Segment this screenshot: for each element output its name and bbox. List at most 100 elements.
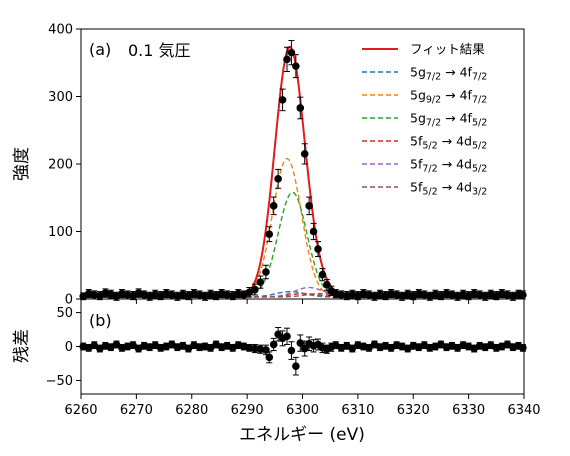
legend-final-state: → 4d: [438, 180, 472, 195]
legend-final-j: 7/2: [472, 72, 487, 83]
intensity-point: [300, 143, 309, 165]
data-marker: [348, 344, 357, 353]
legend-final-j: 5/2: [472, 141, 487, 152]
panel-label-a: (a): [89, 40, 111, 59]
data-marker: [283, 55, 291, 64]
y-axis-label-residual: 残差: [12, 329, 32, 363]
data-marker: [519, 344, 527, 352]
data-marker: [314, 245, 322, 253]
intensity-point: [256, 275, 265, 289]
intensity-point: [269, 196, 278, 216]
residual-data-points: [79, 327, 527, 376]
legend-initial-state: 5g: [410, 111, 426, 126]
data-marker: [265, 230, 274, 238]
y-tick-label: 400: [48, 23, 73, 38]
intensity-point: [296, 96, 305, 120]
legend-final-j: 3/2: [472, 187, 487, 198]
data-marker: [269, 340, 278, 349]
legend-final-j: 7/2: [472, 95, 487, 106]
residual-point: [245, 343, 254, 352]
residual-y-tick-label: 0: [65, 340, 73, 355]
bottom-y-ticks: 50 0 −50: [46, 306, 81, 389]
data-marker: [274, 175, 282, 183]
legend-initial-j: 7/2: [426, 118, 441, 129]
residual-point: [426, 343, 434, 352]
x-ticks: 6260 6270 6280 6290 6300 6310 6320 6330 6340: [64, 299, 541, 418]
intensity-point: [381, 291, 390, 301]
legend-initial-j: 5/2: [422, 187, 437, 198]
legend-final-state: → 4d: [438, 134, 472, 149]
data-marker: [292, 62, 300, 70]
legend-entry-5: 5f5/2 → 4d5/2: [410, 134, 487, 152]
data-marker: [278, 96, 287, 104]
intensity-point: [274, 168, 282, 189]
data-marker: [251, 344, 259, 353]
legend-entry-2: 5g7/2 → 4f7/2: [410, 65, 487, 83]
intensity-point: [305, 196, 313, 216]
legend-initial-state: 5f: [410, 180, 423, 195]
data-marker: [256, 345, 265, 354]
legend-initial-j: 5/2: [422, 141, 437, 152]
x-tick-label: 6340: [507, 403, 540, 418]
x-axis-label-energy: エネルギー (eV): [239, 425, 365, 445]
data-marker: [323, 281, 331, 289]
x-tick-label: 6300: [286, 403, 319, 418]
legend-entry-6: 5f7/2 → 4d5/2: [410, 157, 487, 175]
component-curves: [213, 157, 392, 298]
data-marker: [251, 285, 259, 294]
residual-point: [256, 344, 265, 354]
data-marker: [292, 362, 300, 370]
data-marker: [265, 353, 274, 362]
legend-initial-state: 5g: [410, 88, 426, 103]
data-marker: [287, 346, 296, 355]
data-marker: [123, 291, 132, 299]
legend-initial-j: 7/2: [422, 164, 437, 175]
legend-final-state: → 4d: [438, 157, 472, 172]
data-marker: [223, 291, 231, 299]
intensity-point: [292, 54, 300, 79]
y-tick-label: 100: [48, 225, 73, 240]
data-marker: [300, 150, 309, 158]
intensity-point: [318, 268, 327, 282]
data-marker: [269, 202, 278, 210]
x-tick-label: 6270: [120, 403, 153, 418]
x-tick-label: 6320: [397, 403, 430, 418]
legend-entry-3: 5g9/2 → 4f7/2: [410, 88, 487, 106]
legend-final-state: → 4f: [441, 65, 472, 80]
data-marker: [195, 343, 204, 351]
legend-final-j: 5/2: [472, 164, 487, 175]
legend-initial-state: 5f: [410, 157, 423, 172]
residual-point: [470, 344, 478, 353]
x-tick-label: 6330: [452, 403, 485, 418]
legend-final-state: → 4f: [441, 88, 472, 103]
intensity-point: [278, 88, 287, 112]
data-marker: [184, 344, 193, 353]
legend-initial-j: 7/2: [426, 72, 441, 83]
fit-curve: [81, 45, 524, 298]
intensity-point: [262, 264, 270, 280]
legend-final-j: 5/2: [472, 118, 487, 129]
data-marker: [519, 291, 527, 299]
residual-y-tick-label: −50: [46, 374, 73, 389]
legend-initial-state: 5f: [410, 134, 423, 149]
data-marker: [256, 278, 265, 286]
data-marker: [309, 227, 318, 236]
intensity-point: [314, 241, 322, 257]
y-axis-label-intensity: 強度: [12, 147, 32, 181]
data-marker: [287, 48, 296, 57]
residual-point: [269, 337, 278, 352]
y-tick-label: 200: [48, 158, 73, 173]
intensity-point: [309, 222, 318, 241]
intensity-point: [265, 226, 274, 243]
residual-y-tick-label: 50: [56, 306, 73, 321]
data-marker: [245, 344, 254, 352]
data-marker: [129, 341, 137, 349]
component-curve-3: [213, 191, 392, 298]
data-marker: [90, 341, 99, 349]
residual-point: [292, 356, 300, 376]
data-marker: [112, 340, 121, 349]
legend-entry-7: 5f5/2 → 4d3/2: [410, 180, 487, 198]
fit-curve-group: [81, 45, 524, 298]
